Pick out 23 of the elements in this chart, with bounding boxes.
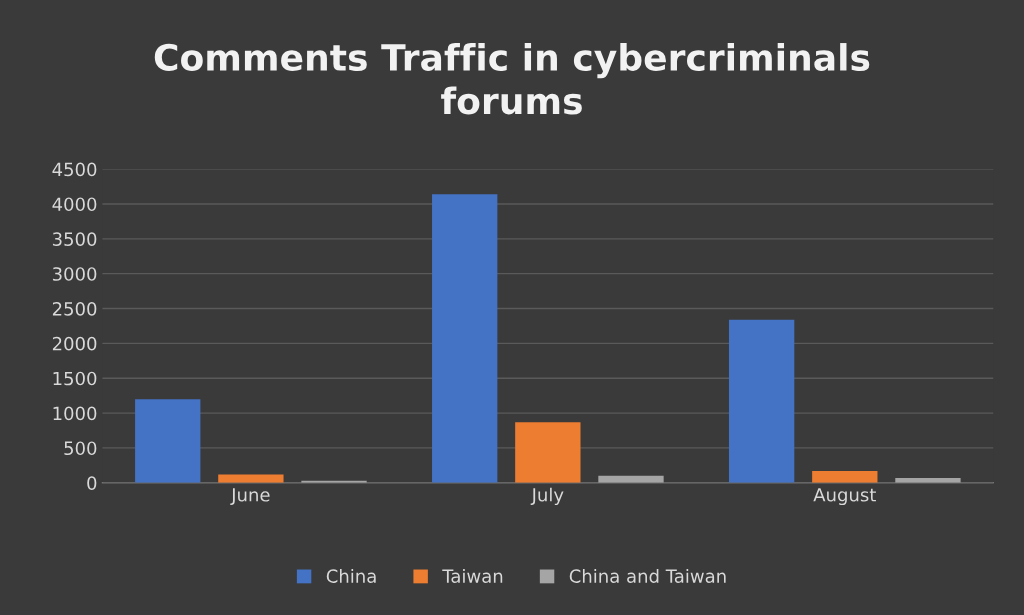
- x-tick-label: August: [813, 488, 876, 506]
- y-tick-label: 500: [64, 441, 97, 456]
- x-tick-label: June: [230, 488, 270, 505]
- y-tick-label: 3500: [52, 232, 97, 246]
- y-tick-label: 4500: [52, 162, 97, 177]
- bar: [515, 422, 581, 483]
- y-tick-label: 1500: [53, 371, 97, 386]
- legend-label: China: [326, 568, 376, 583]
- y-tick-label: 1000: [53, 406, 97, 421]
- chart-title: Comments Traffic in cybercriminals forums: [154, 43, 870, 115]
- legend-label: China and Taiwan: [569, 568, 726, 583]
- y-tick-label: 3000: [52, 267, 97, 281]
- x-tick-label: July: [530, 487, 564, 506]
- y-tick-label: 4000: [52, 197, 97, 212]
- bar: [218, 474, 284, 483]
- bar: [135, 399, 201, 483]
- bar: [728, 319, 795, 483]
- bar: [432, 194, 498, 483]
- y-tick-label: 2500: [52, 301, 97, 316]
- legend-label: Taiwan: [442, 568, 503, 583]
- y-tick-label: 2000: [52, 336, 97, 351]
- y-tick-label: 0: [87, 476, 97, 490]
- bar: [812, 470, 878, 483]
